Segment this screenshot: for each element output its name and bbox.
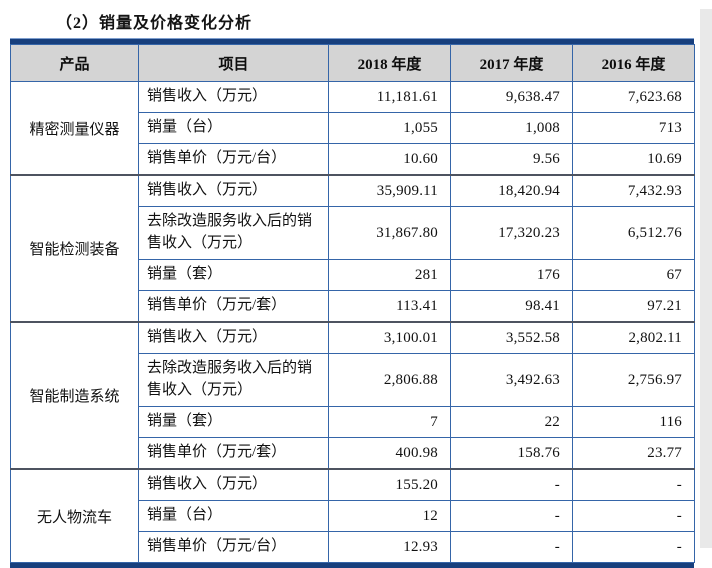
table-row: 精密测量仪器 销售收入（万元） 11,181.61 9,638.47 7,623… xyxy=(10,81,695,176)
value-cell: 2,806.88 xyxy=(328,353,451,407)
value-cell: 158.76 xyxy=(450,437,573,470)
section-title: （2）销量及价格变化分析 xyxy=(56,15,253,32)
table-border-frame: 产品 项目 2018 年度 2017 年度 2016 年度 精密测量仪器 销售收… xyxy=(10,39,695,568)
item-cell: 销售单价（万元/台） xyxy=(138,531,329,563)
value-cell: 7 xyxy=(328,406,451,438)
value-cell: - xyxy=(450,531,573,563)
item-cell: 销量（台） xyxy=(138,112,329,144)
value-cell: 7,623.68 xyxy=(572,81,695,113)
header-cell-item: 项目 xyxy=(138,44,329,82)
value-cell: 3,492.63 xyxy=(450,353,573,407)
value-cell: 7,432.93 xyxy=(572,174,695,207)
product-cell: 无人物流车 xyxy=(10,468,139,563)
table-row: 销量（台） 1,055 1,008 713 xyxy=(11,112,695,144)
value-cell: 97.21 xyxy=(572,290,695,323)
table-row: 销量（套） 7 22 116 xyxy=(11,406,695,438)
item-cell: 销量（套） xyxy=(138,406,329,438)
value-cell: - xyxy=(572,500,695,532)
value-cell: 12.93 xyxy=(328,531,451,563)
value-cell: 1,055 xyxy=(328,112,451,144)
value-cell: - xyxy=(572,468,695,501)
value-cell: 116 xyxy=(572,406,695,438)
value-cell: 2,802.11 xyxy=(572,321,695,354)
value-cell: 18,420.94 xyxy=(450,174,573,207)
value-cell: - xyxy=(572,531,695,563)
value-cell: 98.41 xyxy=(450,290,573,323)
value-cell: 155.20 xyxy=(328,468,451,501)
item-cell: 销售收入（万元） xyxy=(138,468,329,501)
value-cell: 35,909.11 xyxy=(328,174,451,207)
value-cell: 10.69 xyxy=(572,143,695,176)
table-row: 去除改造服务收入后的销售收入（万元） 31,867.80 17,320.23 6… xyxy=(11,206,695,260)
header-row: 产品 项目 2018 年度 2017 年度 2016 年度 xyxy=(10,44,695,82)
item-cell: 销量（套） xyxy=(138,259,329,291)
value-cell: 11,181.61 xyxy=(328,81,451,113)
table-row: 无人物流车 销售收入（万元） 155.20 - - xyxy=(10,468,695,563)
table-row: 销售单价（万元/套） 113.41 98.41 97.21 xyxy=(11,290,695,323)
item-cell: 去除改造服务收入后的销售收入（万元） xyxy=(138,353,329,407)
value-cell: 113.41 xyxy=(328,290,451,323)
table-row: 销量（套） 281 176 67 xyxy=(11,259,695,291)
product-cell: 精密测量仪器 xyxy=(10,81,139,176)
product-cell: 智能制造系统 xyxy=(10,321,139,470)
item-cell: 销售收入（万元） xyxy=(138,81,329,113)
product-cell: 智能检测装备 xyxy=(10,174,139,323)
header-cell-2016: 2016 年度 xyxy=(572,44,695,82)
table-row: 销量（台） 12 - - xyxy=(11,500,695,532)
page-right-edge xyxy=(700,9,712,548)
value-cell: 3,552.58 xyxy=(450,321,573,354)
table-row: 智能检测装备 销售收入（万元） 35,909.11 18,420.94 7,43… xyxy=(10,174,695,323)
value-cell: 10.60 xyxy=(328,143,451,176)
item-cell: 去除改造服务收入后的销售收入（万元） xyxy=(138,206,329,260)
value-cell: 3,100.01 xyxy=(328,321,451,354)
value-cell: 17,320.23 xyxy=(450,206,573,260)
item-cell: 销量（台） xyxy=(138,500,329,532)
table-row: 智能制造系统 销售收入（万元） 3,100.01 3,552.58 2,802.… xyxy=(10,321,695,470)
value-cell: 176 xyxy=(450,259,573,291)
item-cell: 销售收入（万元） xyxy=(138,174,329,207)
sales-analysis-table: 产品 项目 2018 年度 2017 年度 2016 年度 精密测量仪器 销售收… xyxy=(10,44,695,563)
value-cell: - xyxy=(450,468,573,501)
value-cell: 67 xyxy=(572,259,695,291)
value-cell: 2,756.97 xyxy=(572,353,695,407)
value-cell: - xyxy=(450,500,573,532)
header-cell-2017: 2017 年度 xyxy=(450,44,573,82)
value-cell: 281 xyxy=(328,259,451,291)
value-cell: 22 xyxy=(450,406,573,438)
value-cell: 713 xyxy=(572,112,695,144)
value-cell: 400.98 xyxy=(328,437,451,470)
value-cell: 23.77 xyxy=(572,437,695,470)
header-cell-product: 产品 xyxy=(10,44,139,82)
value-cell: 9,638.47 xyxy=(450,81,573,113)
value-cell: 9.56 xyxy=(450,143,573,176)
item-cell: 销售单价（万元/套） xyxy=(138,290,329,323)
item-cell: 销售收入（万元） xyxy=(138,321,329,354)
item-cell: 销售单价（万元/台） xyxy=(138,143,329,176)
value-cell: 6,512.76 xyxy=(572,206,695,260)
value-cell: 1,008 xyxy=(450,112,573,144)
table-row: 销售单价（万元/台） 10.60 9.56 10.69 xyxy=(11,143,695,176)
value-cell: 31,867.80 xyxy=(328,206,451,260)
value-cell: 12 xyxy=(328,500,451,532)
header-cell-2018: 2018 年度 xyxy=(328,44,451,82)
item-cell: 销售单价（万元/套） xyxy=(138,437,329,470)
